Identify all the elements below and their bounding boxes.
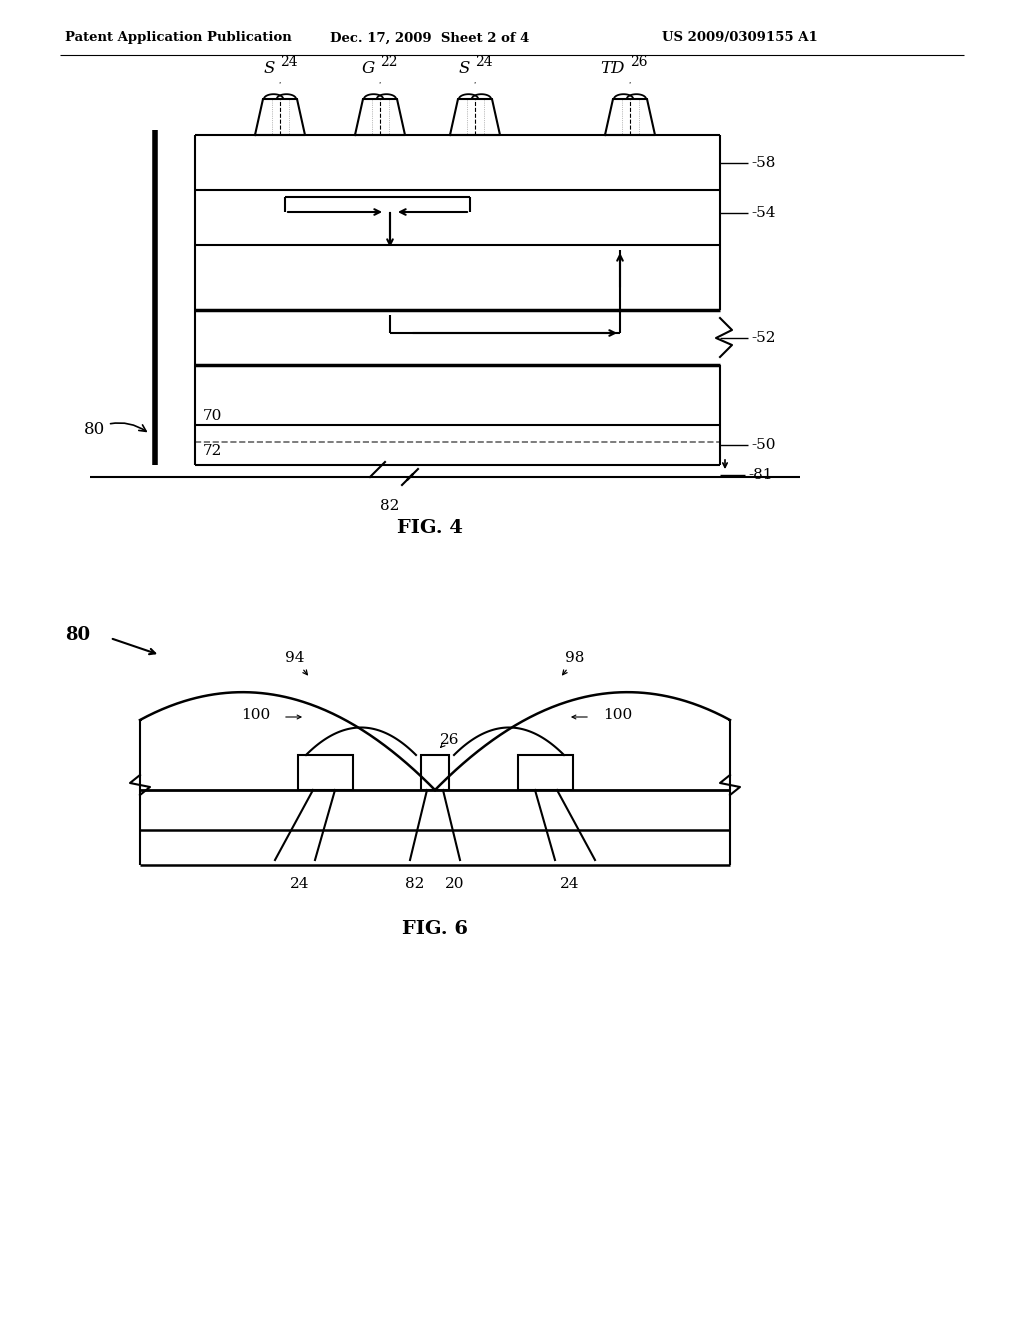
Text: Patent Application Publication: Patent Application Publication [65,32,292,45]
Text: -58: -58 [751,156,775,170]
Text: -54: -54 [751,206,775,220]
Text: S: S [263,59,275,77]
Bar [298,755,353,789]
Text: FIG. 4: FIG. 4 [397,519,463,537]
Text: 70: 70 [203,409,222,422]
Text: G: G [361,59,375,77]
Text: 100: 100 [603,708,632,722]
Text: 22: 22 [380,55,397,69]
Text: Dec. 17, 2009  Sheet 2 of 4: Dec. 17, 2009 Sheet 2 of 4 [331,32,529,45]
Text: -50: -50 [751,438,775,451]
Text: 24: 24 [560,876,580,891]
Text: 26: 26 [630,55,647,69]
Text: S: S [459,59,470,77]
Text: 98: 98 [565,651,585,665]
Text: 20: 20 [445,876,465,891]
Text: FIG. 6: FIG. 6 [402,920,468,939]
Text: US 2009/0309155 A1: US 2009/0309155 A1 [663,32,818,45]
Text: 24: 24 [475,55,493,69]
Text: -81: -81 [748,469,772,482]
Text: -52: -52 [751,331,775,345]
Bar [421,755,449,789]
Text: 82: 82 [380,499,399,513]
Text: 80: 80 [65,626,90,644]
Text: 94: 94 [286,651,305,665]
Text: 82: 82 [406,876,425,891]
Text: TD: TD [600,59,625,77]
Bar [518,755,573,789]
Text: 26: 26 [440,733,460,747]
Text: 24: 24 [280,55,298,69]
Text: 80: 80 [84,421,146,437]
Text: 24: 24 [290,876,309,891]
Text: 72: 72 [203,444,222,458]
Text: 100: 100 [241,708,270,722]
